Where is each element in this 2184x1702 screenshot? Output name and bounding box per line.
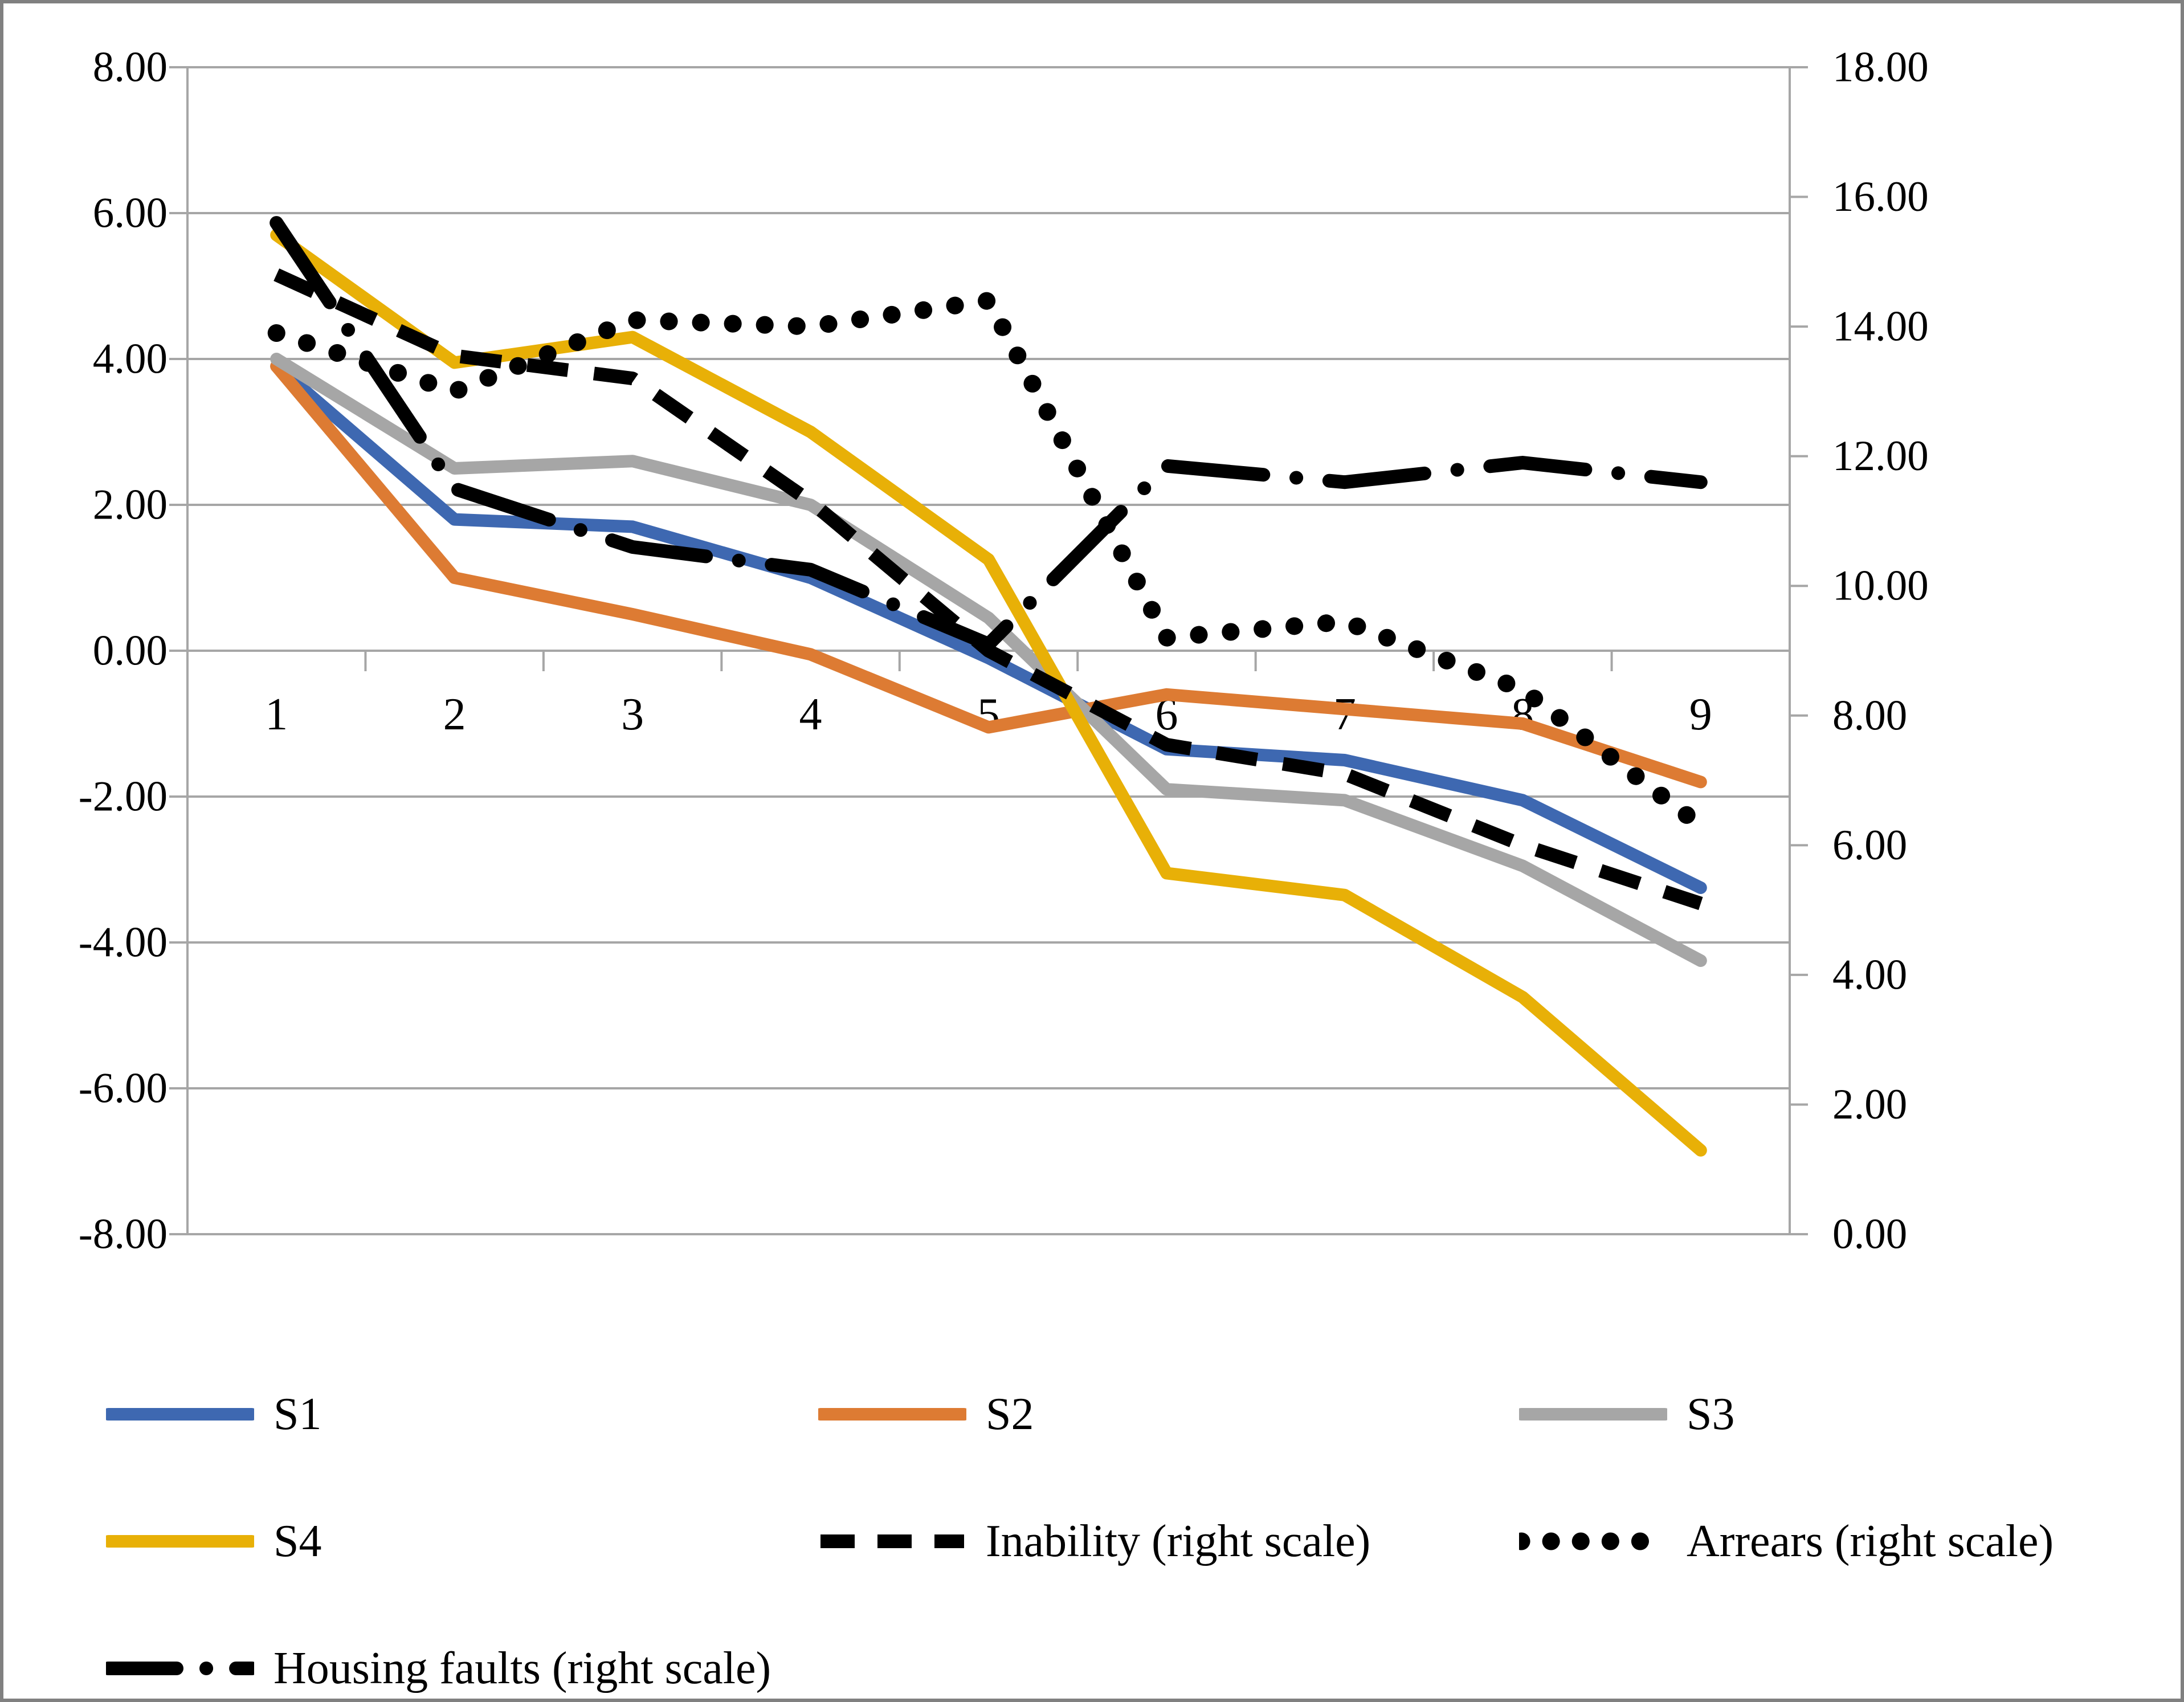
right-axis-label: 10.00 bbox=[1832, 562, 1929, 610]
legend-label: S3 bbox=[1687, 1389, 1735, 1439]
right-axis-label: 4.00 bbox=[1832, 951, 1907, 998]
legend-swatch-solid-line bbox=[106, 1408, 254, 1421]
x-axis-label: 3 bbox=[621, 689, 644, 740]
legend-swatch-dotted-line bbox=[1519, 1532, 1667, 1550]
legend-item-s3: S3 bbox=[1519, 1383, 1735, 1446]
left-axis-label: -2.00 bbox=[79, 773, 168, 821]
legend-label: Arrears (right scale) bbox=[1687, 1516, 2054, 1566]
x-axis-label: 9 bbox=[1689, 689, 1712, 740]
right-axis-label: 6.00 bbox=[1832, 822, 1907, 869]
left-axis-label: -8.00 bbox=[79, 1211, 168, 1258]
left-axis-label: -6.00 bbox=[79, 1065, 168, 1112]
legend-swatch-dashed-line bbox=[820, 1534, 964, 1548]
left-axis-label: 8.00 bbox=[93, 44, 168, 91]
legend-item-arrears-right-scale: Arrears (right scale) bbox=[1519, 1510, 2054, 1573]
legend-label: Housing faults (right scale) bbox=[273, 1643, 771, 1693]
right-axis-label: 16.00 bbox=[1832, 173, 1929, 221]
legend-item-s1: S1 bbox=[106, 1383, 322, 1446]
x-axis-label: 4 bbox=[799, 689, 822, 740]
right-axis-label: 0.00 bbox=[1832, 1211, 1907, 1258]
x-axis-label: 1 bbox=[265, 689, 288, 740]
series-line-arrears-right-scale bbox=[267, 292, 1710, 835]
legend-swatch-solid-line bbox=[818, 1408, 966, 1421]
series-line-s2 bbox=[270, 360, 1707, 789]
right-axis-label: 8.00 bbox=[1832, 692, 1907, 739]
legend-label: S2 bbox=[986, 1389, 1034, 1439]
left-axis-label: 6.00 bbox=[93, 190, 168, 237]
left-axis-label: -4.00 bbox=[79, 919, 168, 966]
left-axis-label: 0.00 bbox=[93, 627, 168, 675]
line-chart-plot-area: 8.00 6.00 4.00 2.00 0.00 -2.00 -4.00 -6.00 -8.00… bbox=[79, 44, 1929, 1258]
legend-label: Inability (right scale) bbox=[986, 1516, 1371, 1566]
legend-label: S1 bbox=[273, 1389, 322, 1439]
legend-item-housing-faults-right-scale: Housing faults (right scale) bbox=[106, 1637, 771, 1699]
legend-item-s2: S2 bbox=[818, 1383, 1034, 1446]
series-line-s3 bbox=[270, 353, 1707, 967]
right-axis-label: 14.00 bbox=[1832, 303, 1929, 350]
left-axis-label: 2.00 bbox=[93, 481, 168, 529]
legend-swatch-dashdot-line bbox=[106, 1662, 254, 1675]
right-axis-label: 12.00 bbox=[1832, 432, 1929, 480]
series-line-housing-faults-right-scale bbox=[270, 216, 1708, 651]
legend-swatch-solid-line bbox=[1519, 1408, 1667, 1421]
legend-item-s4: S4 bbox=[106, 1510, 322, 1573]
x-axis-label: 2 bbox=[443, 689, 466, 740]
right-axis-label: 2.00 bbox=[1832, 1081, 1907, 1128]
legend-swatch-solid-line bbox=[106, 1535, 254, 1548]
series-line-s4 bbox=[270, 228, 1707, 1157]
left-axis-label: 4.00 bbox=[93, 336, 168, 383]
right-axis-label: 18.00 bbox=[1832, 44, 1929, 91]
legend-label: S4 bbox=[273, 1516, 322, 1566]
legend-item-inability-right-scale: Inability (right scale) bbox=[818, 1510, 1370, 1573]
series-line-s1 bbox=[270, 360, 1707, 894]
